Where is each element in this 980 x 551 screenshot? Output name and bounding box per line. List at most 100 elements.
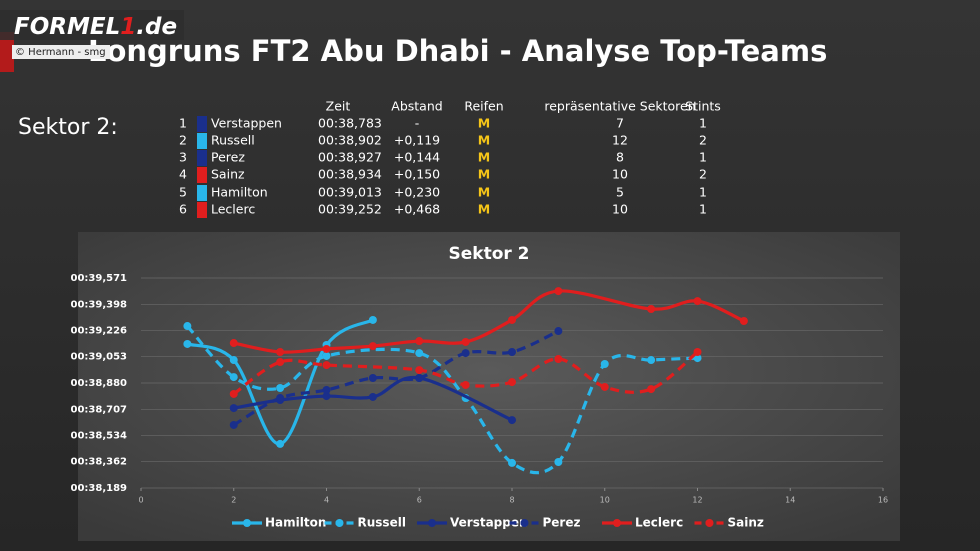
data-point bbox=[461, 337, 470, 346]
data-point bbox=[647, 304, 656, 313]
data-point bbox=[368, 315, 377, 324]
data-point bbox=[415, 373, 424, 382]
driver: Russell bbox=[211, 133, 255, 148]
tyre: M bbox=[478, 150, 490, 165]
legend-dot bbox=[613, 519, 621, 527]
column-header: Stints bbox=[685, 99, 721, 114]
tyre: M bbox=[478, 116, 490, 131]
legend-dot bbox=[335, 519, 344, 527]
data-point bbox=[276, 439, 285, 448]
x-tick-label: 10 bbox=[600, 496, 610, 505]
data-point bbox=[229, 420, 238, 429]
y-tick-label: 00:38,707 bbox=[70, 404, 127, 415]
data-point bbox=[229, 373, 238, 382]
gap: +0,230 bbox=[394, 185, 440, 200]
data-point bbox=[693, 348, 702, 357]
rank: 5 bbox=[179, 185, 187, 200]
y-tick-label: 00:38,880 bbox=[70, 378, 127, 389]
legend-dot bbox=[428, 519, 436, 527]
data-point bbox=[739, 317, 748, 326]
data-point bbox=[415, 366, 424, 375]
data-point bbox=[229, 356, 238, 365]
x-tick-label: 16 bbox=[878, 496, 888, 505]
driver: Verstappen bbox=[211, 116, 282, 131]
driver: Sainz bbox=[211, 167, 245, 182]
data-point bbox=[647, 356, 656, 365]
x-tick-label: 4 bbox=[324, 496, 329, 505]
tyre: M bbox=[478, 133, 490, 148]
data-point bbox=[368, 392, 377, 401]
x-tick-label: 6 bbox=[417, 496, 422, 505]
gap: +0,144 bbox=[394, 150, 440, 165]
data-point bbox=[322, 385, 331, 394]
sectors: 7 bbox=[616, 116, 624, 131]
team-swatch bbox=[197, 185, 207, 201]
data-point bbox=[508, 315, 516, 324]
stints: 1 bbox=[699, 150, 707, 165]
data-point bbox=[600, 360, 609, 369]
data-point bbox=[554, 287, 563, 296]
data-point bbox=[368, 373, 377, 382]
legend-dot bbox=[520, 519, 529, 527]
y-tick-label: 00:38,362 bbox=[70, 457, 127, 468]
data-point bbox=[276, 384, 285, 393]
data-point bbox=[508, 348, 516, 357]
team-swatch bbox=[197, 167, 207, 183]
rank: 3 bbox=[179, 150, 187, 165]
gap: +0,468 bbox=[394, 202, 440, 217]
data-point bbox=[647, 385, 656, 394]
tyre: M bbox=[478, 202, 490, 217]
credit-box bbox=[12, 45, 110, 59]
column-header: repräsentative Sektoren bbox=[544, 99, 695, 114]
time: 00:38,783 bbox=[318, 116, 382, 131]
data-point bbox=[600, 382, 609, 391]
data-point bbox=[508, 378, 516, 387]
y-tick-label: 00:39,571 bbox=[70, 273, 127, 284]
x-tick-label: 2 bbox=[231, 496, 236, 505]
x-tick-label: 0 bbox=[138, 496, 143, 505]
legend-dot bbox=[705, 519, 714, 527]
y-tick-label: 00:39,053 bbox=[70, 352, 127, 363]
credit: © Hermann - smg bbox=[15, 47, 106, 58]
legend-label: Russell bbox=[358, 516, 406, 530]
data-point bbox=[461, 349, 470, 358]
sectors: 5 bbox=[616, 185, 624, 200]
rank: 2 bbox=[179, 133, 187, 148]
data-point bbox=[322, 392, 331, 401]
data-point bbox=[276, 394, 285, 403]
team-swatch bbox=[197, 202, 207, 218]
tyre: M bbox=[478, 185, 490, 200]
legend-dot bbox=[243, 519, 251, 527]
time: 00:39,013 bbox=[318, 185, 382, 200]
data-point bbox=[461, 380, 470, 389]
legend-label: Verstappen bbox=[450, 516, 528, 530]
team-swatch bbox=[197, 133, 207, 149]
data-point bbox=[554, 354, 563, 363]
logo-main: FORMEL bbox=[14, 14, 120, 40]
stints: 1 bbox=[699, 116, 707, 131]
y-tick-label: 00:39,226 bbox=[70, 325, 127, 336]
x-tick-label: 12 bbox=[692, 496, 702, 505]
data-point bbox=[229, 339, 238, 348]
data-point bbox=[229, 404, 238, 413]
chart-title: Sektor 2 bbox=[448, 244, 529, 264]
sectors: 10 bbox=[612, 202, 628, 217]
data-point bbox=[322, 351, 331, 360]
logo-box bbox=[0, 10, 184, 40]
data-point bbox=[554, 327, 563, 336]
data-point bbox=[183, 339, 192, 348]
flag-stripe bbox=[0, 32, 14, 72]
data-point bbox=[508, 416, 516, 425]
data-point bbox=[276, 348, 285, 357]
data-point bbox=[415, 337, 424, 346]
data-point bbox=[693, 297, 702, 306]
series-line bbox=[232, 350, 699, 396]
rank: 6 bbox=[179, 202, 187, 217]
logo-one: 1 bbox=[120, 14, 136, 40]
time: 00:38,927 bbox=[318, 150, 382, 165]
x-tick-label: 14 bbox=[785, 496, 795, 505]
column-header: Abstand bbox=[391, 99, 442, 114]
column-header: Zeit bbox=[326, 99, 351, 114]
legend-label: Leclerc bbox=[635, 516, 683, 530]
